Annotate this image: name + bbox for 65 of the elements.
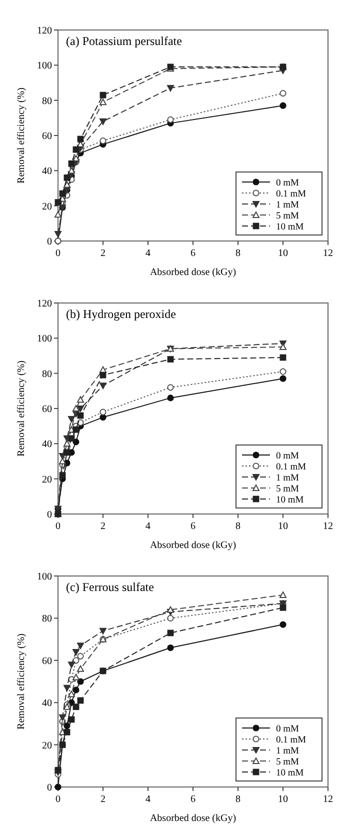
y-tick-label: 40 bbox=[42, 698, 52, 710]
x-tick-label: 12 bbox=[323, 248, 333, 259]
x-tick-label: 2 bbox=[100, 521, 106, 532]
y-tick-label: 80 bbox=[42, 368, 52, 380]
legend-label: 10 mM bbox=[276, 222, 304, 232]
y-tick-label: 40 bbox=[42, 439, 52, 450]
x-tick-label: 8 bbox=[236, 794, 240, 805]
chart-title: (b) Hydrogen peroxide bbox=[66, 307, 176, 321]
legend-label: 0.1 mM bbox=[276, 736, 307, 746]
x-tick-label: 0 bbox=[56, 794, 60, 805]
x-tick-label: 12 bbox=[323, 794, 333, 805]
chart-title: (a) Potassium persulfate bbox=[66, 34, 182, 48]
x-tick-label: 8 bbox=[236, 521, 240, 532]
y-tick-label: 20 bbox=[42, 474, 52, 486]
y-tick-label: 40 bbox=[42, 166, 52, 178]
x-tick-label: 2 bbox=[100, 248, 106, 259]
legend-label: 0.1 mM bbox=[276, 190, 307, 200]
x-tick-label: 0 bbox=[56, 248, 60, 259]
y-tick-label: 120 bbox=[37, 26, 52, 36]
legend-label: 0 mM bbox=[276, 452, 300, 462]
y-tick-label: 0 bbox=[47, 782, 52, 794]
y-tick-label: 0 bbox=[47, 236, 52, 248]
x-tick-label: 6 bbox=[190, 794, 196, 805]
y-tick-label: 20 bbox=[42, 740, 52, 752]
legend-label: 0 mM bbox=[276, 724, 300, 734]
legend-label: 0.1 mM bbox=[276, 462, 307, 472]
x-tick-label: 4 bbox=[146, 521, 150, 532]
x-tick-label: 2 bbox=[100, 794, 106, 805]
legend-label: 0 mM bbox=[276, 178, 300, 188]
y-tick-label: 100 bbox=[37, 572, 52, 582]
legend-label: 5 mM bbox=[276, 484, 300, 494]
y-tick-label: 80 bbox=[42, 96, 52, 107]
x-tick-label: 8 bbox=[236, 248, 240, 259]
y-tick-label: 100 bbox=[37, 334, 52, 345]
legend-label: 10 mM bbox=[276, 496, 304, 506]
x-tick-label: 12 bbox=[323, 521, 333, 532]
x-axis-title: Absorbed dose (kGy) bbox=[150, 813, 236, 824]
y-tick-label: 100 bbox=[37, 60, 52, 72]
chart-title: (c) Ferrous sulfate bbox=[66, 580, 154, 594]
y-tick-label: 60 bbox=[42, 131, 52, 142]
legend-label: 5 mM bbox=[276, 758, 300, 768]
legend-label: 1 mM bbox=[276, 200, 300, 210]
x-tick-label: 10 bbox=[278, 794, 288, 805]
legend-label: 1 mM bbox=[276, 474, 300, 484]
x-axis-title: Absorbed dose (kGy) bbox=[150, 267, 236, 278]
legend-label: 10 mM bbox=[276, 768, 304, 778]
y-axis-title: Removal efficiency (%) bbox=[16, 88, 27, 184]
x-tick-label: 6 bbox=[190, 521, 196, 532]
x-tick-label: 4 bbox=[146, 248, 150, 259]
x-tick-label: 0 bbox=[56, 521, 60, 532]
legend-label: 1 mM bbox=[276, 746, 300, 756]
x-tick-label: 10 bbox=[278, 248, 288, 259]
x-axis-title: Absorbed dose (kGy) bbox=[150, 540, 236, 551]
y-axis-title: Removal efficiency (%) bbox=[16, 634, 27, 730]
y-tick-label: 20 bbox=[42, 201, 52, 212]
legend-label: 5 mM bbox=[276, 212, 300, 222]
y-tick-label: 120 bbox=[37, 298, 52, 310]
y-tick-label: 60 bbox=[42, 656, 52, 667]
x-tick-label: 4 bbox=[146, 794, 150, 805]
x-tick-label: 6 bbox=[190, 248, 196, 259]
x-tick-label: 10 bbox=[278, 521, 288, 532]
y-axis-title: Removal efficiency (%) bbox=[16, 360, 27, 456]
y-tick-label: 60 bbox=[42, 404, 52, 415]
y-tick-label: 0 bbox=[47, 510, 52, 520]
y-tick-label: 80 bbox=[42, 614, 52, 625]
